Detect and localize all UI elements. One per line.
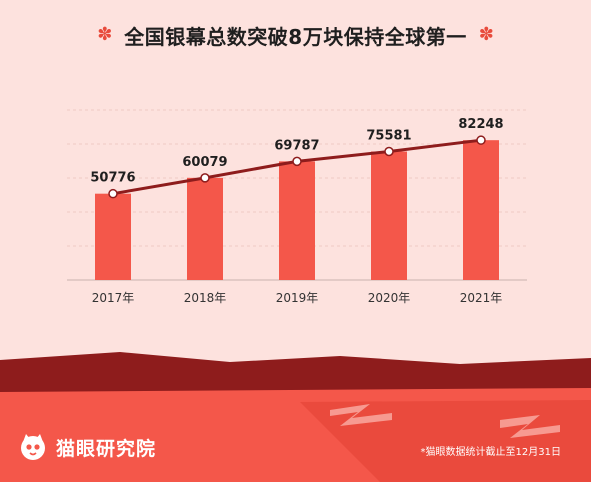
zigzag-decoration [330, 404, 560, 438]
chart-title: 全国银幕总数突破8万块保持全球第一 [124, 24, 467, 49]
data-point [108, 188, 118, 199]
brand-name: 猫眼研究院 [56, 437, 157, 460]
bar [279, 161, 315, 280]
x-axis-ticks: 2017年 2018年 2019年 2020年 2021年 [92, 291, 503, 305]
brand: 猫眼研究院 [18, 432, 156, 462]
data-point [384, 146, 394, 157]
bar [95, 193, 131, 280]
flower-icon: ✽ [478, 24, 494, 45]
data-point [200, 173, 210, 183]
data-point [476, 135, 486, 145]
value-label: 75581 [366, 129, 411, 144]
value-label: 82248 [458, 117, 503, 132]
title-row: ✽ 全国银幕总数突破8万块保持全球第一 ✽ [0, 20, 591, 50]
x-tick-label: 2020年 [368, 291, 411, 305]
footnote: *猫眼数据统计截止至12月31日 [420, 447, 561, 458]
value-label: 50776 [90, 171, 135, 186]
bar [371, 151, 407, 280]
value-labels: 50776 60079 69787 75581 82248 [90, 117, 503, 186]
data-point [292, 156, 302, 167]
x-tick-label: 2019年 [276, 291, 319, 305]
bars [95, 140, 499, 280]
value-label: 69787 [274, 138, 319, 153]
value-label: 60079 [182, 155, 227, 170]
trend-line [108, 135, 486, 199]
bar [187, 177, 223, 280]
x-tick-label: 2021年 [460, 291, 503, 305]
cat-logo-icon [21, 434, 45, 460]
background-decoration [0, 352, 591, 482]
bar [463, 140, 499, 280]
x-tick-label: 2017年 [92, 291, 135, 305]
flower-icon: ✽ [97, 24, 113, 45]
x-tick-label: 2018年 [184, 291, 227, 305]
